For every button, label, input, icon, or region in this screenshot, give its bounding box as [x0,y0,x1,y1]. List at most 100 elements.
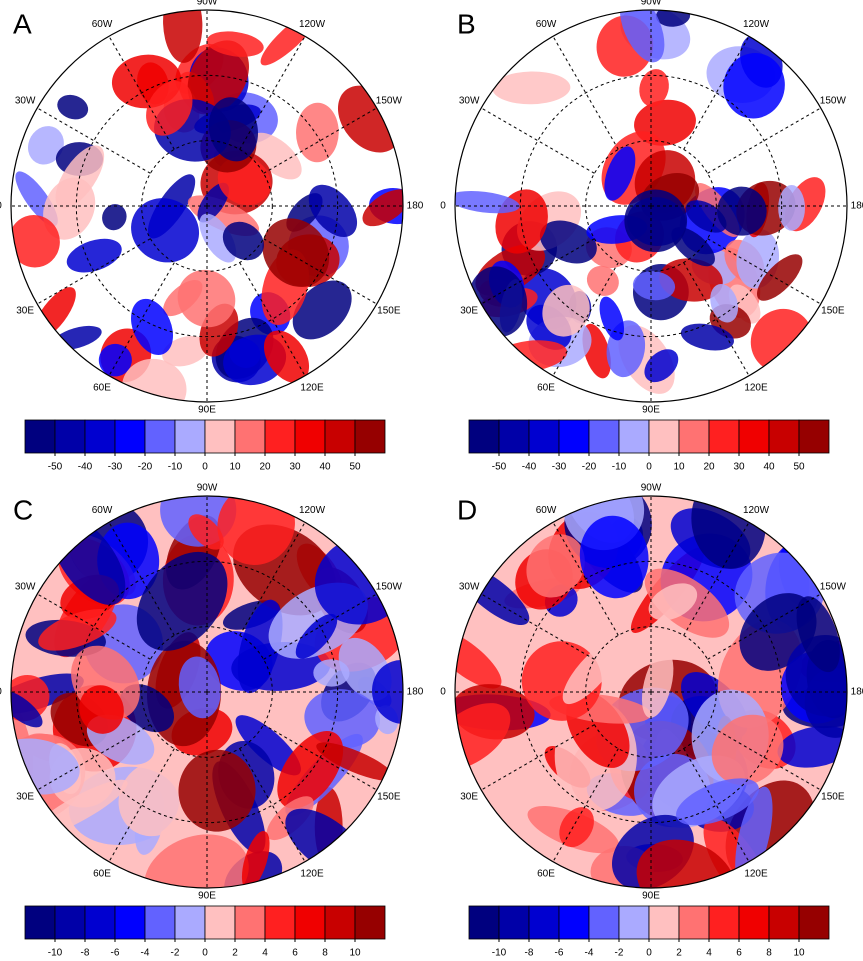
lon-label: 30E [460,792,478,803]
panel-letter: B [457,8,476,39]
colorbar-cell [355,906,385,939]
lon-label: 150E [821,792,845,803]
colorbar-tick-label: 20 [259,462,271,473]
lon-label: 120W [743,505,770,516]
colorbar-cell [355,420,385,453]
lon-label: 90E [198,891,216,902]
colorbar-tick-label: -2 [615,948,624,959]
colorbar-cell [679,420,709,453]
lon-label: 90W [197,483,218,494]
colorbar-cell [295,420,325,453]
lon-label: 120W [743,19,770,30]
colorbar-cell [175,906,205,939]
colorbar-cell [589,420,619,453]
colorbar-tick-label: -2 [171,948,180,959]
colorbar-cell [85,420,115,453]
colorbar-tick-label: -10 [612,462,627,473]
lon-label: 120E [300,383,324,394]
lon-label: 0 [0,687,2,698]
colorbar-cell [799,906,829,939]
colorbar-cell [265,420,295,453]
colorbar-cell [679,906,709,939]
colorbar-cell [559,420,589,453]
lon-label: 90E [642,405,660,416]
lon-label: 90W [641,0,662,8]
colorbar-tick-label: -10 [48,948,63,959]
colorbar-cell [265,906,295,939]
lon-label: 180 [851,201,863,212]
colorbar-tick-label: -50 [492,462,507,473]
panel: 90W120W150W180150E120E90E60E30E030W60WC-… [0,472,441,959]
colorbar-tick-label: 4 [706,948,712,959]
lon-label: 0 [440,201,446,212]
colorbar-cell [589,906,619,939]
map-field [1,0,422,423]
lon-label: 180 [851,687,863,698]
colorbar-cell [619,906,649,939]
lon-label: 30W [15,582,36,593]
colorbar-cell [649,906,679,939]
colorbar-cell [739,420,769,453]
colorbar-cell [739,906,769,939]
colorbar-tick-label: 50 [793,462,805,473]
colorbar-tick-label: 50 [349,462,361,473]
lon-label: 150E [377,306,401,317]
colorbar-tick-label: 0 [202,948,208,959]
colorbar-cell [709,906,739,939]
colorbar-cell [175,420,205,453]
figure: 90W120W150W180150E120E90E60E30E030W60WA-… [0,0,863,961]
lon-label: 120E [744,383,768,394]
colorbar-tick-label: 0 [646,462,652,473]
colorbar-cell [499,906,529,939]
lon-label: 180 [407,687,424,698]
lon-label: 150E [821,306,845,317]
colorbar-cell [769,906,799,939]
colorbar-tick-label: 30 [733,462,745,473]
lon-label: 30E [460,306,478,317]
colorbar-tick-label: 6 [292,948,298,959]
lon-label: 90E [642,891,660,902]
colorbar-tick-label: 0 [202,462,208,473]
colorbar-tick-label: 2 [676,948,682,959]
colorbar-tick-label: 10 [673,462,685,473]
map-blob [778,185,805,231]
colorbar-tick-label: 6 [736,948,742,959]
lon-label: 120E [744,869,768,880]
lon-label: 150E [377,792,401,803]
colorbar-tick-label: 10 [793,948,805,959]
panel-letter: A [13,8,32,39]
lon-label: 180 [407,201,424,212]
lon-label: 30W [459,582,480,593]
colorbar-cell [115,420,145,453]
lon-label: 30E [16,306,34,317]
colorbar-cell [469,906,499,939]
colorbar-cell [325,420,355,453]
colorbar-cell [499,420,529,453]
colorbar-cell [469,420,499,453]
panel: 90W120W150W180150E120E90E60E30E030W60WA-… [0,0,424,473]
colorbar-cell [145,906,175,939]
lon-label: 60E [537,869,555,880]
colorbar-tick-label: 4 [262,948,268,959]
lon-label: 90E [198,405,216,416]
lon-label: 0 [0,201,2,212]
lon-label: 0 [440,687,446,698]
colorbar-tick-label: 8 [322,948,328,959]
colorbar-cell [205,420,235,453]
colorbar-tick-label: -6 [555,948,564,959]
colorbar-tick-label: -8 [525,948,534,959]
lon-label: 30W [459,96,480,107]
colorbar-cell [649,420,679,453]
lon-label: 30E [16,792,34,803]
colorbar-tick-label: 40 [319,462,331,473]
map-field [0,472,441,932]
colorbar-cell [799,420,829,453]
colorbar-cell [25,420,55,453]
panel-letter: C [13,494,33,525]
colorbar-cell [115,906,145,939]
lon-label: 60W [536,19,557,30]
lon-label: 60W [92,505,113,516]
colorbar-tick-label: 20 [703,462,715,473]
colorbar-cell [325,906,355,939]
colorbar-cell [205,906,235,939]
